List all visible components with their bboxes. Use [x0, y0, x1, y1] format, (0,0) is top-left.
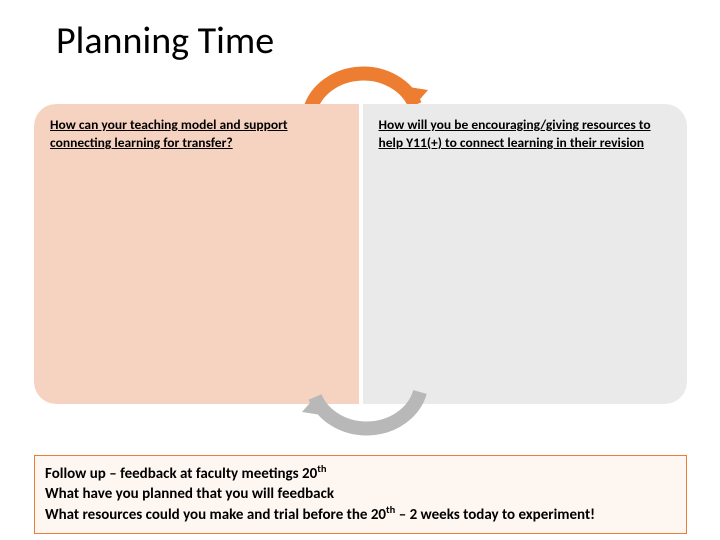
footer-line1-sup: th	[317, 462, 326, 475]
footer-box: Follow up – feedback at faculty meetings…	[34, 455, 687, 534]
cycle-arrow-bottom	[290, 382, 440, 452]
panel-left-heading: How can your teaching model and support …	[50, 116, 343, 152]
footer-line3-post: – 2 weeks today to experiment!	[395, 506, 595, 524]
panel-right: How will you be encouraging/giving resou…	[359, 104, 688, 404]
page-title: Planning Time	[56, 18, 274, 64]
footer-line1-pre: Follow up – feedback at faculty meetings…	[45, 465, 317, 483]
footer-line-1: Follow up – feedback at faculty meetings…	[45, 464, 676, 484]
footer-line-2: What have you planned that you will feed…	[45, 484, 676, 504]
footer-line3-sup: th	[386, 503, 395, 516]
panel-left: How can your teaching model and support …	[34, 104, 359, 404]
panels-container: How can your teaching model and support …	[34, 104, 687, 404]
footer-line3-pre: What resources could you make and trial …	[45, 506, 386, 524]
footer-line-3: What resources could you make and trial …	[45, 505, 676, 525]
panel-right-heading: How will you be encouraging/giving resou…	[379, 116, 672, 152]
